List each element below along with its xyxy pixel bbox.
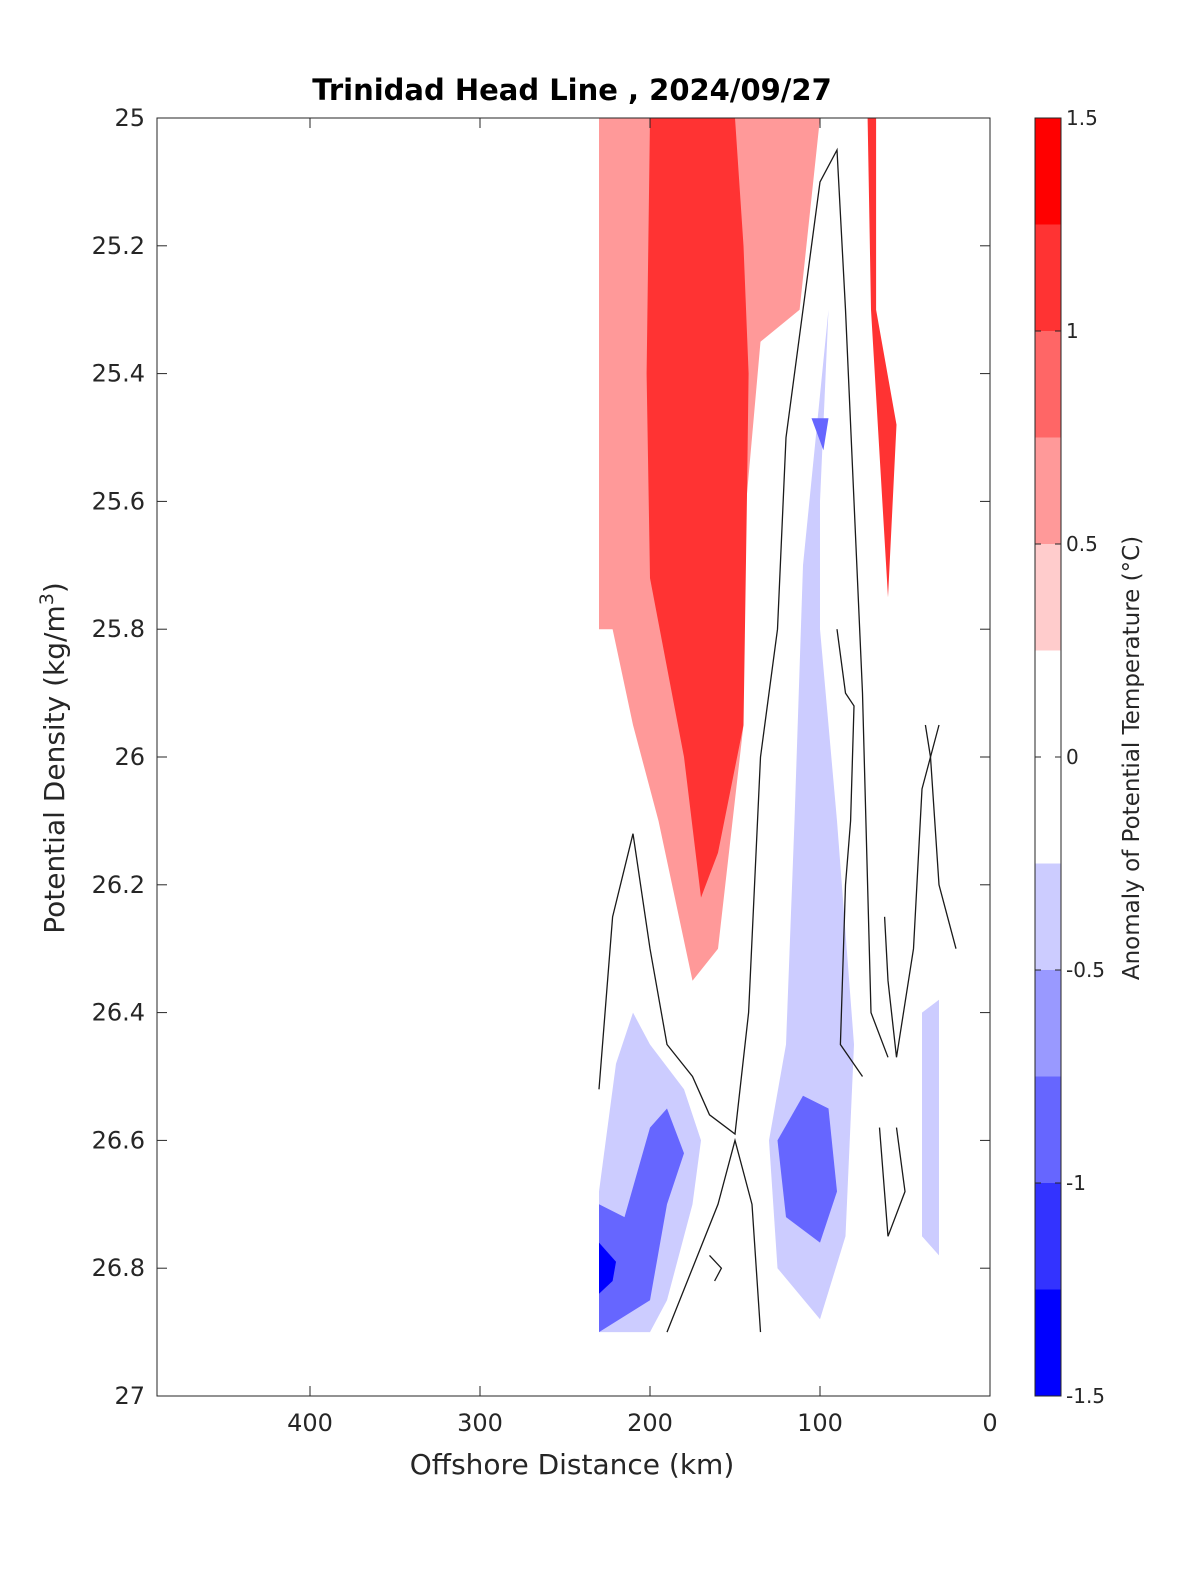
zero-contour-5 [878, 1127, 906, 1237]
y-tick-label: 26.2 [92, 871, 145, 899]
colorbar-title: Anomaly of Potential Temperature (°C) [1119, 536, 1145, 980]
colorbar-segment [1035, 1076, 1061, 1183]
anomaly-field-8 [777, 1095, 837, 1243]
x-tick-label: 200 [627, 1409, 673, 1437]
colorbar-tick-label: 1 [1066, 319, 1079, 343]
colorbar-tick-label: 1.5 [1066, 106, 1098, 130]
zero-contour-2 [883, 724, 940, 1058]
anomaly-field-9 [811, 418, 829, 451]
x-axis-title: Offshore Distance (km) [410, 1448, 735, 1481]
y-tick-label: 26.6 [92, 1126, 145, 1154]
y-tick-label: 25.4 [92, 360, 145, 388]
colorbar-segment [1035, 970, 1061, 1077]
colorbar-segment [1035, 1289, 1061, 1396]
colorbar-segment [1035, 224, 1061, 331]
y-tick-label: 25.8 [92, 615, 145, 643]
anomaly-field-5 [769, 309, 854, 1320]
contour-fills [599, 118, 956, 1333]
y-tick-label: 25.2 [92, 232, 145, 260]
colorbar-segment [1035, 331, 1061, 438]
colorbar-segment [1035, 544, 1061, 651]
anomaly-field-3 [867, 118, 897, 598]
y-tick-label: 25.6 [92, 487, 145, 515]
x-tick-label: 0 [982, 1409, 997, 1437]
colorbar-tick-label: 0.5 [1066, 532, 1098, 556]
colorbar-segment [1035, 863, 1061, 970]
zero-contour-0 [598, 147, 889, 1136]
x-axis: 400 300 200 100 0 [287, 118, 998, 1437]
y-tick-label: 26.8 [92, 1254, 145, 1282]
colorbar: 1.5 1 0.5 0 -0.5 -1 -1.5 [1034, 106, 1105, 1408]
x-tick-label: 400 [287, 1409, 333, 1437]
zero-contour-lines [598, 147, 957, 1333]
zero-contour-6 [709, 1254, 723, 1282]
colorbar-segment [1035, 118, 1061, 225]
y-tick-label: 25 [114, 104, 145, 132]
colorbar-tick-label: -1 [1066, 1171, 1086, 1195]
colorbar-tick-label: -1.5 [1066, 1384, 1105, 1408]
anomaly-field-10 [599, 1242, 616, 1294]
colorbar-segment [1035, 1183, 1061, 1290]
y-axis-title: Potential Density (kg/m3) [36, 582, 71, 934]
y-tick-label: 27 [114, 1382, 145, 1410]
colorbar-tick-label: -0.5 [1066, 958, 1105, 982]
anomaly-field-7 [599, 1108, 684, 1333]
x-tick-label: 100 [797, 1409, 843, 1437]
chart-title: Trinidad Head Line , 2024/09/27 [312, 73, 832, 107]
x-tick-label: 300 [457, 1409, 503, 1437]
anomaly-field-6 [922, 999, 939, 1256]
colorbar-tick-label: 0 [1066, 745, 1079, 769]
anomaly-field-2 [646, 118, 749, 898]
colorbar-segment [1035, 437, 1061, 544]
zero-contour-3 [924, 724, 957, 949]
zero-contour-4 [666, 1137, 762, 1333]
y-axis: 25 25.2 25.4 25.6 25.8 26 26.2 26.4 26.6 26.8 27 [92, 104, 990, 1410]
y-tick-label: 26.4 [92, 999, 145, 1027]
y-tick-label: 26 [114, 743, 145, 771]
zero-contour-1 [836, 629, 864, 1077]
